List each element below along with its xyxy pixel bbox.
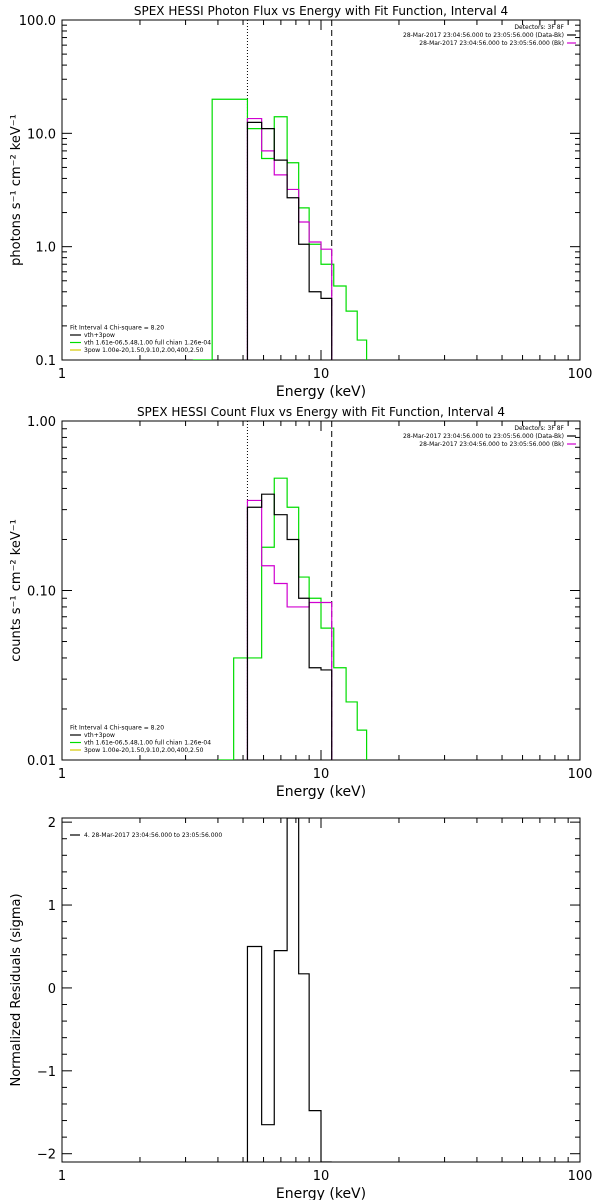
x-tick-label: 1: [58, 367, 66, 382]
legend-left-entry: 4. 28-Mar-2017 23:04:56.000 to 23:05:56.…: [84, 832, 222, 839]
legend-bottom-entry: vth+3pow: [84, 732, 115, 739]
plot-frame: [61, 420, 581, 761]
y-tick-label: 2: [48, 816, 56, 831]
y-tick-label: 1.0: [35, 241, 56, 256]
legend-top-entry: Detectors: 3F 8F: [514, 425, 564, 432]
x-tick-label: 100: [568, 767, 593, 782]
legend-bottom-entry: vth 1.61e-06,5.48,1.00 full chian 1.26e-…: [84, 340, 211, 347]
x-tick-label: 10: [313, 1169, 330, 1184]
series-data-step-line: [192, 98, 368, 360]
chart-title: SPEX HESSI Count Flux vs Energy with Fit…: [137, 405, 505, 419]
y-tick-label: 100.0: [19, 14, 56, 29]
y-tick-label: 1: [48, 899, 56, 914]
x-tick-label: 100: [568, 367, 593, 382]
y-tick-label: 0.10: [27, 585, 56, 600]
y-tick-label: −1: [37, 1065, 56, 1080]
y-tick-label: 10.0: [27, 127, 56, 142]
y-axis-label: photons s⁻¹ cm⁻² keV⁻¹: [9, 114, 24, 266]
count-flux-panel: SPEX HESSI Count Flux vs Energy with Fit…: [9, 405, 592, 800]
chart-title: SPEX HESSI Photon Flux vs Energy with Fi…: [134, 4, 508, 18]
legend-bottom-entry: Fit Interval 4 Chi-square = 8.20: [70, 325, 164, 332]
legend-top-entry: 28-Mar-2017 23:04:56.000 to 23:05:56.000…: [403, 433, 564, 440]
x-tick-label: 100: [568, 1169, 593, 1184]
series-background-step-line: [246, 117, 333, 360]
legend-top-entry: 28-Mar-2017 23:04:56.000 to 23:05:56.000…: [419, 40, 564, 47]
legend-top-entry: 28-Mar-2017 23:04:56.000 to 23:05:56.000…: [403, 32, 564, 39]
x-axis-label: Energy (keV): [276, 384, 366, 400]
photon-flux-panel: SPEX HESSI Photon Flux vs Energy with Fi…: [9, 4, 592, 400]
y-tick-label: 1.00: [27, 415, 56, 430]
series-model-step-line: [246, 818, 332, 1162]
y-tick-label: 0: [48, 982, 56, 997]
plot-frame: [61, 19, 581, 361]
legend-bottom-entry: Fit Interval 4 Chi-square = 8.20: [70, 725, 164, 732]
x-tick-label: 1: [58, 767, 66, 782]
y-tick-label: 0.01: [27, 754, 56, 769]
x-tick-label: 10: [313, 767, 330, 782]
series-data-step-line: [217, 477, 368, 760]
legend-bottom-entry: vth+3pow: [84, 332, 115, 339]
legend-bottom-entry: vth 1.61e-06,5.48,1.00 full chian 1.26e-…: [84, 740, 211, 747]
legend-top-entry: 28-Mar-2017 23:04:56.000 to 23:05:56.000…: [419, 441, 564, 448]
y-axis-label: counts s⁻¹ cm⁻² keV⁻¹: [9, 519, 24, 662]
x-axis-label: Energy (keV): [276, 784, 366, 800]
legend-bottom-entry: 3pow 1.00e-20,1.50,9.10,2.00,400,2.50: [84, 747, 204, 754]
series-model-step-line: [246, 121, 333, 360]
legend-top-entry: Detectors: 3F 8F: [514, 24, 564, 31]
y-axis-label: Normalized Residuals (sigma): [9, 893, 24, 1086]
legend-bottom-entry: 3pow 1.00e-20,1.50,9.10,2.00,400,2.50: [84, 347, 204, 354]
series-background-step-line: [246, 499, 333, 760]
series-model-step-line: [246, 493, 333, 760]
y-tick-label: −2: [37, 1148, 56, 1163]
x-tick-label: 1: [58, 1169, 66, 1184]
x-axis-label: Energy (keV): [276, 1186, 366, 1200]
x-tick-label: 10: [313, 367, 330, 382]
residuals-panel: 1 10 100 −2 −1 0 1 2 Energy (keV) Normalized Resi…: [9, 816, 592, 1200]
y-tick-label: 0.1: [35, 354, 56, 369]
